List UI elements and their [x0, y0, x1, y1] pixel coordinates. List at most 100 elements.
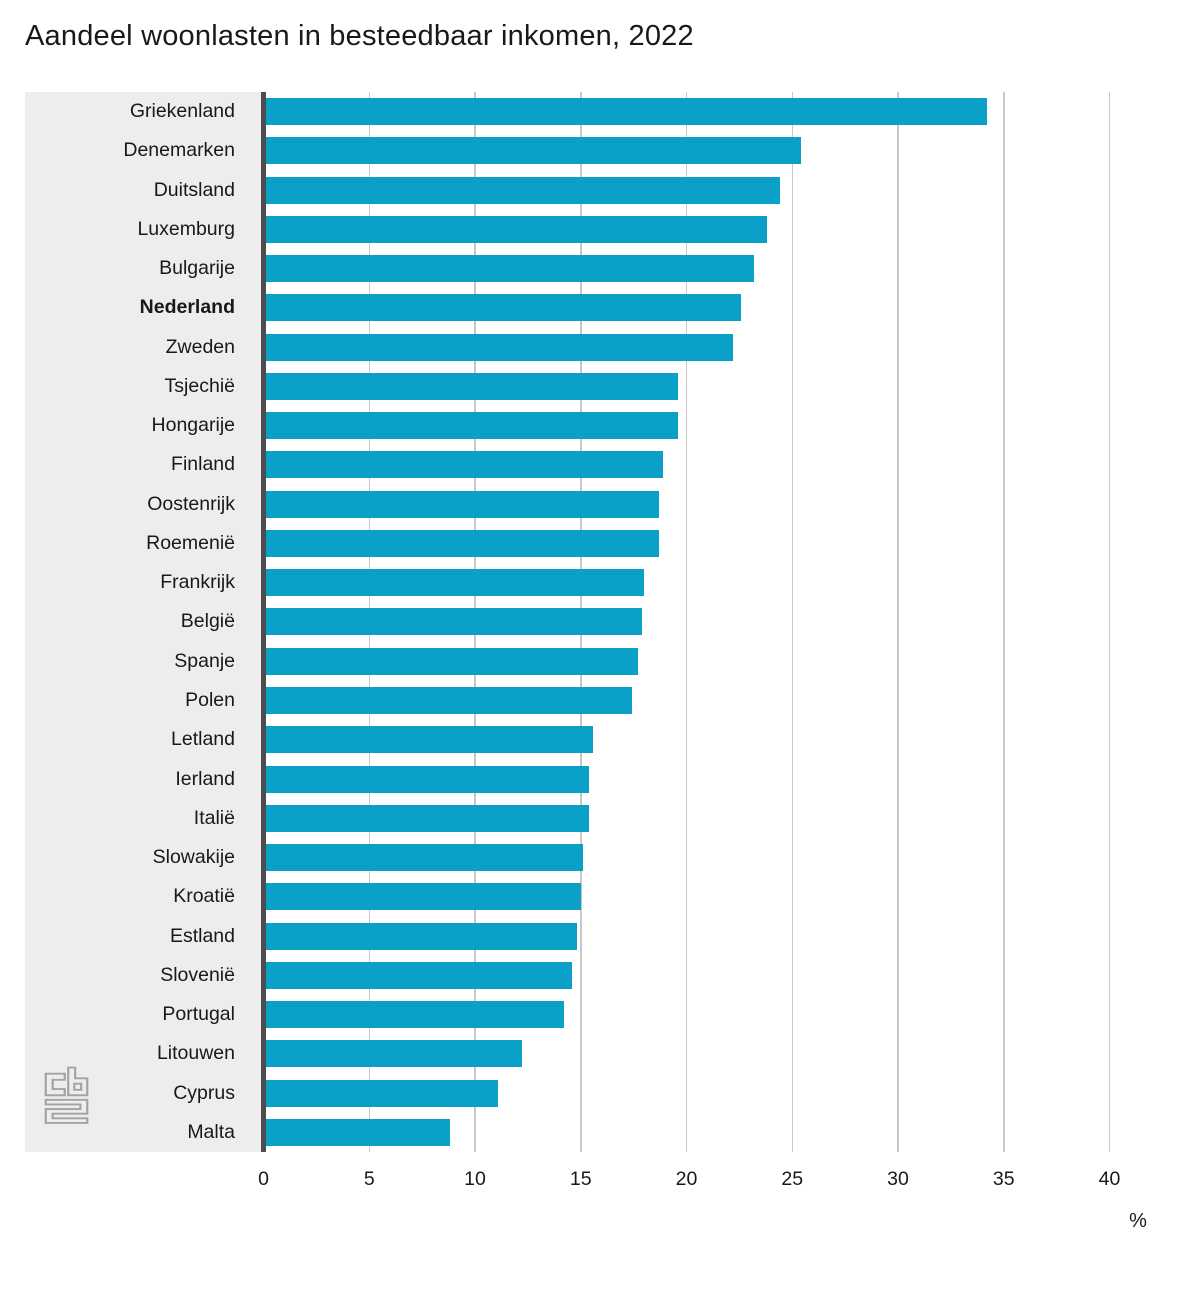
x-axis-tick-label-5: 5 [363, 1168, 375, 1190]
bar-row-zweden: Zweden [25, 333, 1200, 361]
x-axis-tick-label-15: 15 [569, 1168, 592, 1190]
gridline-25 [791, 92, 793, 1152]
value-bar-finland [266, 451, 664, 479]
x-axis-ticks: 0 5 10 15 20 25 30 35 40 [25, 1168, 1200, 1198]
bar-row-belgie: België [25, 608, 1200, 636]
value-bar-portugal [266, 1001, 564, 1029]
bar-row-hongarije: Hongarije [25, 412, 1200, 440]
category-label-roemenie: Roemenië [146, 531, 235, 554]
bar-row-tsjechie: Tsjechië [25, 372, 1200, 400]
bar-row-polen: Polen [25, 686, 1200, 714]
bar-row-oostenrijk: Oostenrijk [25, 490, 1200, 518]
bar-row-denemarken: Denemarken [25, 137, 1200, 165]
category-label-italie: Italië [193, 806, 235, 829]
category-label-litouwen: Litouwen [156, 1042, 235, 1065]
value-bar-cyprus [266, 1079, 499, 1107]
gridline-35 [1003, 92, 1005, 1152]
bar-row-portugal: Portugal [25, 1001, 1200, 1029]
x-axis-tick-label-20: 20 [675, 1168, 698, 1190]
value-bar-oostenrijk [266, 490, 659, 518]
value-bar-malta [266, 1118, 450, 1146]
value-bar-denemarken [266, 137, 801, 165]
bar-row-griekenland: Griekenland [25, 98, 1200, 125]
bar-rows: Griekenland Denemarken Duitsland Luxemburg B… [25, 92, 1200, 1152]
value-bar-frankrijk [266, 569, 645, 597]
zero-axis-line [261, 92, 266, 1152]
value-bar-nederland [266, 294, 742, 322]
value-bar-tsjechie [266, 372, 679, 400]
category-label-slowakije: Slowakije [152, 846, 235, 869]
bar-row-estland: Estland [25, 922, 1200, 950]
bar-row-finland: Finland [25, 451, 1200, 479]
category-label-letland: Letland [171, 728, 235, 751]
cbs-logo-b [67, 1066, 89, 1097]
category-label-cyprus: Cyprus [173, 1081, 235, 1104]
category-label-oostenrijk: Oostenrijk [147, 492, 235, 515]
category-label-malta: Malta [187, 1120, 235, 1143]
category-label-hongarije: Hongarije [151, 414, 235, 437]
bar-row-ierland: Ierland [25, 765, 1200, 793]
category-label-denemarken: Denemarken [123, 139, 235, 162]
cbs-logo-s [44, 1098, 89, 1124]
value-bar-slovenie [266, 961, 573, 989]
bar-row-litouwen: Litouwen [25, 1040, 1200, 1068]
chart-title: Aandeel woonlasten in besteedbaar inkome… [25, 20, 694, 52]
bar-row-roemenie: Roemenië [25, 529, 1200, 557]
value-bar-belgie [266, 608, 643, 636]
category-label-bulgarije: Bulgarije [159, 257, 235, 280]
value-bar-griekenland [266, 98, 987, 125]
bar-row-nederland: Nederland [25, 294, 1200, 322]
x-axis-tick-label-35: 35 [992, 1168, 1015, 1190]
gridline-20 [685, 92, 688, 1152]
x-axis-tick-label-40: 40 [1098, 1168, 1121, 1190]
category-label-duitsland: Duitsland [153, 178, 235, 201]
bar-row-frankrijk: Frankrijk [25, 569, 1200, 597]
category-label-griekenland: Griekenland [129, 100, 235, 122]
bar-row-malta: Malta [25, 1118, 1200, 1146]
x-axis-unit-label: % [1129, 1210, 1147, 1232]
bar-row-letland: Letland [25, 726, 1200, 754]
x-axis-tick-label-0: 0 [258, 1168, 269, 1190]
bar-chart: Griekenland Denemarken Duitsland Luxemburg B… [25, 92, 1200, 1152]
category-label-ierland: Ierland [175, 767, 235, 790]
bar-row-kroatie: Kroatië [25, 883, 1200, 911]
category-label-belgie: België [180, 610, 235, 633]
x-axis-tick-label-30: 30 [887, 1168, 909, 1190]
value-bar-bulgarije [266, 255, 755, 283]
category-label-spanje: Spanje [174, 649, 235, 672]
value-bar-hongarije [266, 412, 679, 440]
category-label-polen: Polen [185, 688, 235, 711]
category-label-portugal: Portugal [162, 1003, 235, 1026]
value-bar-ierland [266, 765, 590, 793]
category-label-finland: Finland [171, 453, 235, 476]
value-bar-spanje [266, 647, 638, 675]
bar-row-bulgarije: Bulgarije [25, 255, 1200, 283]
value-bar-zweden [266, 333, 734, 361]
x-axis-tick-label-10: 10 [464, 1168, 486, 1190]
category-label-tsjechie: Tsjechië [164, 374, 235, 397]
value-bar-letland [266, 726, 594, 754]
category-label-estland: Estland [169, 924, 235, 947]
bar-row-slovenie: Slovenië [25, 961, 1200, 989]
value-bar-luxemburg [266, 215, 767, 243]
bar-row-luxemburg: Luxemburg [25, 215, 1200, 243]
value-bar-roemenie [266, 529, 659, 557]
x-axis-tick-label-25: 25 [781, 1168, 804, 1190]
category-label-zweden: Zweden [165, 335, 235, 358]
bar-row-duitsland: Duitsland [25, 176, 1200, 204]
value-bar-duitsland [266, 176, 780, 204]
value-bar-italie [266, 804, 590, 832]
value-bar-litouwen [266, 1040, 522, 1068]
category-label-kroatie: Kroatië [173, 885, 235, 908]
cbs-logo-icon [44, 1066, 89, 1124]
value-bar-polen [266, 686, 632, 714]
value-bar-slowakije [266, 844, 583, 872]
gridline-30 [897, 92, 899, 1152]
category-label-nederland: Nederland [139, 296, 235, 319]
bar-row-cyprus: Cyprus [25, 1079, 1200, 1107]
bar-row-slowakije: Slowakije [25, 844, 1200, 872]
category-label-panel [25, 92, 262, 1152]
value-bar-estland [266, 922, 577, 950]
category-label-slovenie: Slovenië [160, 963, 235, 986]
